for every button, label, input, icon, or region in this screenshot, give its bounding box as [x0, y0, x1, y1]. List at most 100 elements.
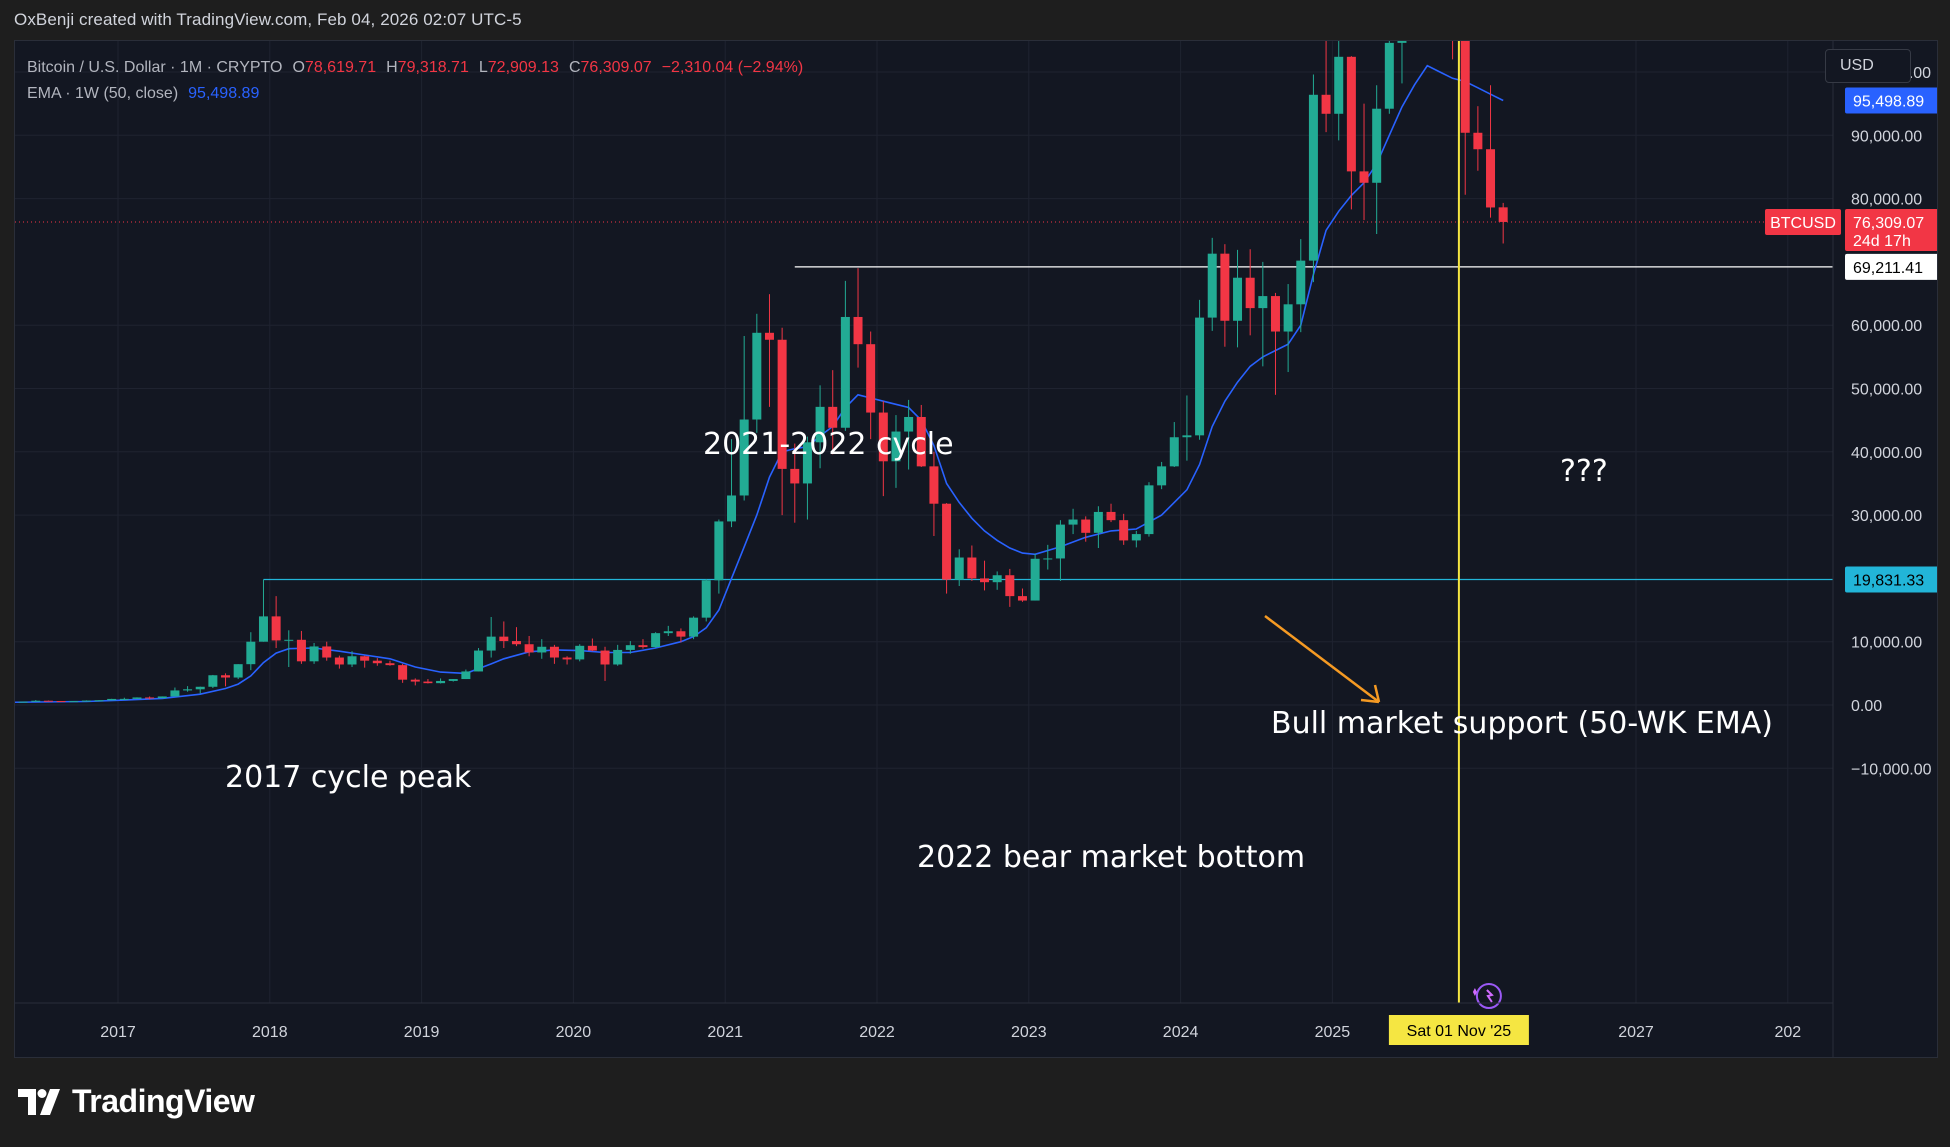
candle [69, 701, 79, 703]
candle [575, 644, 585, 662]
horizontal-levels [15, 221, 1833, 581]
candle [436, 678, 446, 684]
logo-text: TradingView [72, 1083, 255, 1119]
chart-panel[interactable]: Sat 01 Nov '25 2021-2022 cycle 2017 cycle… [14, 40, 1938, 1058]
candle [1270, 292, 1280, 395]
candle [1460, 41, 1470, 195]
x-tick-label: 2021 [707, 1024, 743, 1041]
candle-body [1055, 524, 1065, 559]
candle [499, 621, 509, 649]
spark-icon-bolt [1486, 989, 1494, 1003]
candle-body [853, 316, 863, 345]
candle [31, 700, 41, 702]
candle [1334, 41, 1344, 141]
candle [916, 404, 926, 467]
candle [600, 646, 610, 681]
candle-body [1372, 108, 1382, 183]
candle [942, 503, 952, 594]
ema-label[interactable]: EMA · 1W (50, close) [27, 85, 179, 102]
candle-body [1207, 253, 1217, 318]
x-tick-label: 2020 [556, 1024, 592, 1041]
x-tick-label: 2024 [1163, 1024, 1199, 1041]
candle [714, 519, 724, 594]
candle-body [436, 680, 446, 684]
candle-body [511, 641, 521, 645]
candle [878, 401, 888, 497]
candle [385, 660, 395, 666]
candle [1017, 588, 1027, 602]
candle-body [372, 660, 382, 664]
candle [1119, 513, 1129, 545]
candle [1359, 103, 1369, 221]
candle [866, 331, 876, 440]
candle [853, 268, 863, 368]
candle-body [499, 636, 509, 642]
candle-body [1460, 41, 1470, 133]
candle [208, 674, 218, 689]
support-level-tag-text: 19,831.33 [1853, 572, 1924, 589]
tradingview-logo[interactable]: TradingView [18, 1083, 255, 1120]
candle [727, 439, 737, 528]
candle-body [524, 644, 534, 653]
candle [537, 639, 547, 659]
candle [549, 644, 559, 664]
x-tick-label: 2018 [252, 1024, 288, 1041]
candle [1131, 530, 1141, 548]
candle-body [31, 700, 41, 702]
candle-body [81, 700, 91, 702]
candle [625, 641, 635, 654]
candle-body [929, 466, 939, 504]
candle [663, 625, 673, 637]
price-chart[interactable]: Sat 01 Nov '25 2021-2022 cycle 2017 cycle… [15, 41, 1937, 1057]
candle [764, 294, 774, 407]
candle-body [334, 657, 344, 665]
candle [145, 696, 155, 700]
candle [246, 632, 256, 671]
candle-body [1182, 435, 1192, 438]
candle-body [183, 689, 193, 691]
candle [56, 701, 66, 703]
candle [347, 651, 357, 668]
annotation-cycle-2021: 2021-2022 cycle [703, 427, 954, 462]
candle-body [980, 578, 990, 583]
candle [1321, 41, 1331, 133]
candle [132, 697, 142, 700]
candle [929, 451, 939, 536]
annotation-bull-support: Bull market support (50-WK EMA) [1271, 706, 1773, 741]
candle-body [1334, 56, 1344, 114]
candle [676, 628, 686, 643]
candle-body [119, 698, 129, 700]
candle [170, 687, 180, 697]
annotation-question: ??? [1560, 454, 1608, 489]
candle [1498, 202, 1508, 244]
candle-body [1308, 94, 1318, 261]
ema-price-tag-text: 95,498.89 [1853, 93, 1924, 110]
candle [511, 627, 521, 647]
candle-body [562, 657, 572, 660]
candle-body [575, 645, 585, 660]
candle [258, 579, 268, 642]
candle [309, 642, 319, 664]
candle-body [1030, 558, 1040, 601]
spark-icon-ring [1475, 983, 1502, 1009]
candle [840, 280, 850, 431]
candle-body [777, 339, 787, 469]
symbol-description[interactable]: Bitcoin / U.S. Dollar · 1M · CRYPTO [27, 59, 283, 76]
candle [423, 679, 433, 684]
candle [1220, 244, 1230, 347]
candlesticks [18, 41, 1508, 703]
candle [94, 700, 104, 702]
candle [448, 679, 458, 682]
candle-body [1005, 575, 1015, 597]
open-value: 78,619.71 [304, 59, 377, 76]
countdown-tag-text: 24d 17h [1853, 233, 1911, 250]
candle-body [221, 675, 231, 678]
candle [1346, 56, 1356, 210]
y-tick-label: 80,000.00 [1851, 192, 1922, 209]
x-tick-label: 2017 [100, 1024, 136, 1041]
candle-body [1486, 149, 1496, 208]
candle-body [1169, 437, 1179, 467]
currency-button[interactable]: USD [1825, 49, 1911, 83]
candle-body [486, 636, 496, 651]
candle-body [676, 631, 686, 637]
